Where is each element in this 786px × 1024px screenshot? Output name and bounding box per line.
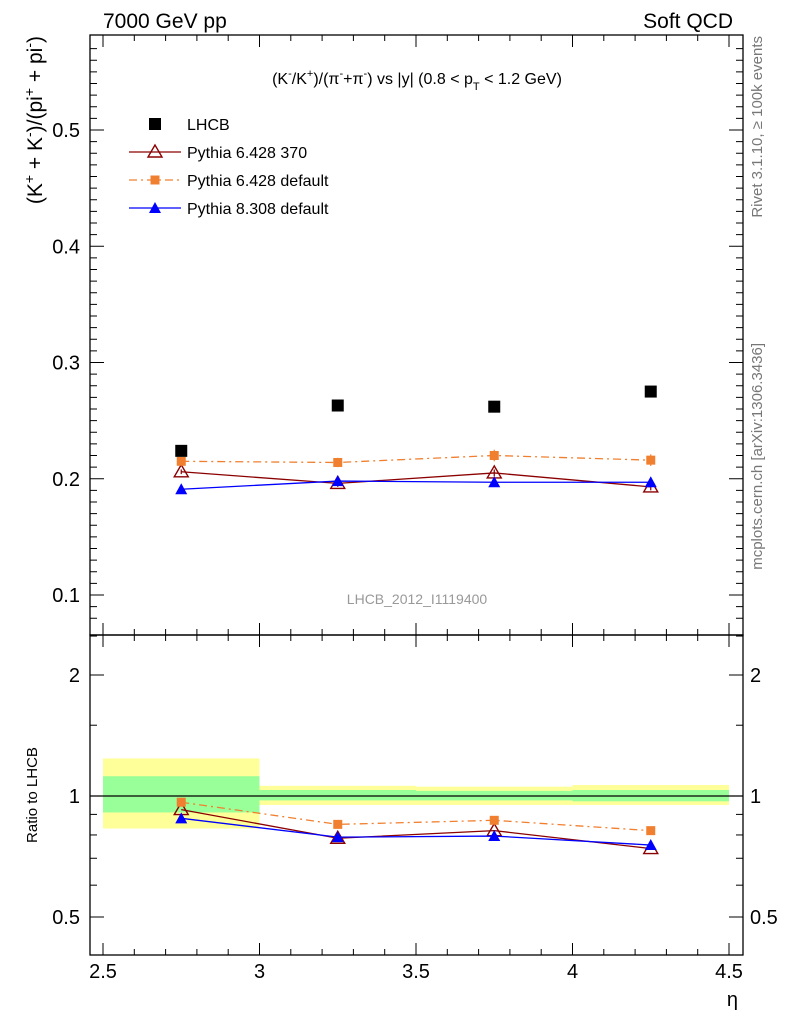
data-point [331, 475, 344, 487]
ratio-y-axis-label: Ratio to LHCB [24, 747, 41, 843]
data-point [333, 457, 343, 467]
data-point [644, 476, 657, 488]
data-point [175, 483, 188, 495]
x-tick-label: 4.5 [715, 961, 743, 983]
ratio-data-point [646, 826, 656, 836]
data-point [173, 463, 190, 478]
y-tick-label: 0.3 [52, 353, 80, 375]
series-line [181, 454, 651, 464]
x-tick-label: 3 [254, 961, 265, 983]
data-point [175, 444, 188, 457]
data-point [488, 476, 501, 488]
legend-label: Pythia 6.428 default [187, 173, 329, 190]
data-point [331, 399, 344, 412]
ratio-panel: 2.5 3 3.5 4 4.5 0.5 0.5 1 1 2 2 [52, 634, 778, 983]
y-tick-label: 0.4 [52, 236, 80, 258]
ratio-series-line [181, 801, 651, 832]
ratio-y-tick-label-right: 0.5 [750, 907, 778, 929]
ratio-data-point [175, 812, 188, 824]
rivet-label: Rivet 3.1.10, ≥ 100k events [749, 36, 766, 218]
legend-marker [150, 175, 160, 185]
ratio-data-point [176, 797, 186, 807]
x-tick-label: 2.5 [89, 961, 117, 983]
header-left: 7000 GeV pp [103, 10, 227, 33]
x-tick-label: 4 [567, 961, 578, 983]
y-tick-label: 0.2 [52, 469, 80, 491]
mcplots-label: mcplots.cern.ch [arXiv:1306.3436] [749, 343, 766, 570]
y-tick-label: 0.5 [52, 120, 80, 142]
y-tick-label: 0.1 [52, 585, 80, 607]
ratio-data-point [644, 839, 657, 851]
ratio-data-point [489, 815, 499, 825]
legend-label: Pythia 8.308 default [187, 201, 329, 218]
ratio-series-line [181, 808, 651, 850]
ratio-y-tick-label-right: 2 [750, 665, 761, 687]
ratio-data-point [331, 831, 344, 843]
ratio-y-tick-label: 1 [69, 786, 80, 808]
ratio-band-inner [103, 776, 260, 813]
series-line [181, 471, 651, 488]
data-point [176, 456, 186, 466]
ratio-y-tick-label: 2 [69, 665, 80, 687]
ratio-data-point [333, 819, 343, 829]
ratio-series-line [181, 817, 651, 846]
legend-label: Pythia 6.428 370 [187, 145, 307, 162]
x-tick-label: 3.5 [402, 961, 430, 983]
ratio-frame [89, 634, 744, 956]
legend-marker [146, 143, 164, 158]
main-panel: 0.1 0.2 0.3 0.4 0.5 [52, 34, 744, 955]
legend-label: LHCB [187, 117, 230, 134]
legend-marker [149, 118, 161, 130]
data-point [489, 451, 499, 460]
analysis-watermark: LHCB_2012_I1119400 [347, 591, 488, 607]
ratio-data-point [488, 830, 501, 842]
series-line [181, 480, 651, 490]
data-point [488, 400, 501, 413]
x-axis-label: η [727, 989, 738, 1011]
legend-marker [149, 202, 161, 213]
ratio-y-tick-label-right: 1 [750, 786, 761, 808]
main-title: (K-/K+)/(π-+π-) vs |y| (0.8 < pT < 1.2 G… [272, 68, 562, 93]
header-right: Soft QCD [643, 10, 733, 33]
main-y-axis-label: (K+ + K-)/(pi+ + pi-) [21, 36, 47, 204]
legend: LHCB Pythia 6.428 370 Pythia 6.428 default… [129, 117, 329, 218]
ratio-y-tick-label: 0.5 [52, 907, 80, 929]
ratio-band-inner [259, 789, 416, 801]
data-point [644, 385, 657, 398]
data-point [646, 455, 656, 465]
